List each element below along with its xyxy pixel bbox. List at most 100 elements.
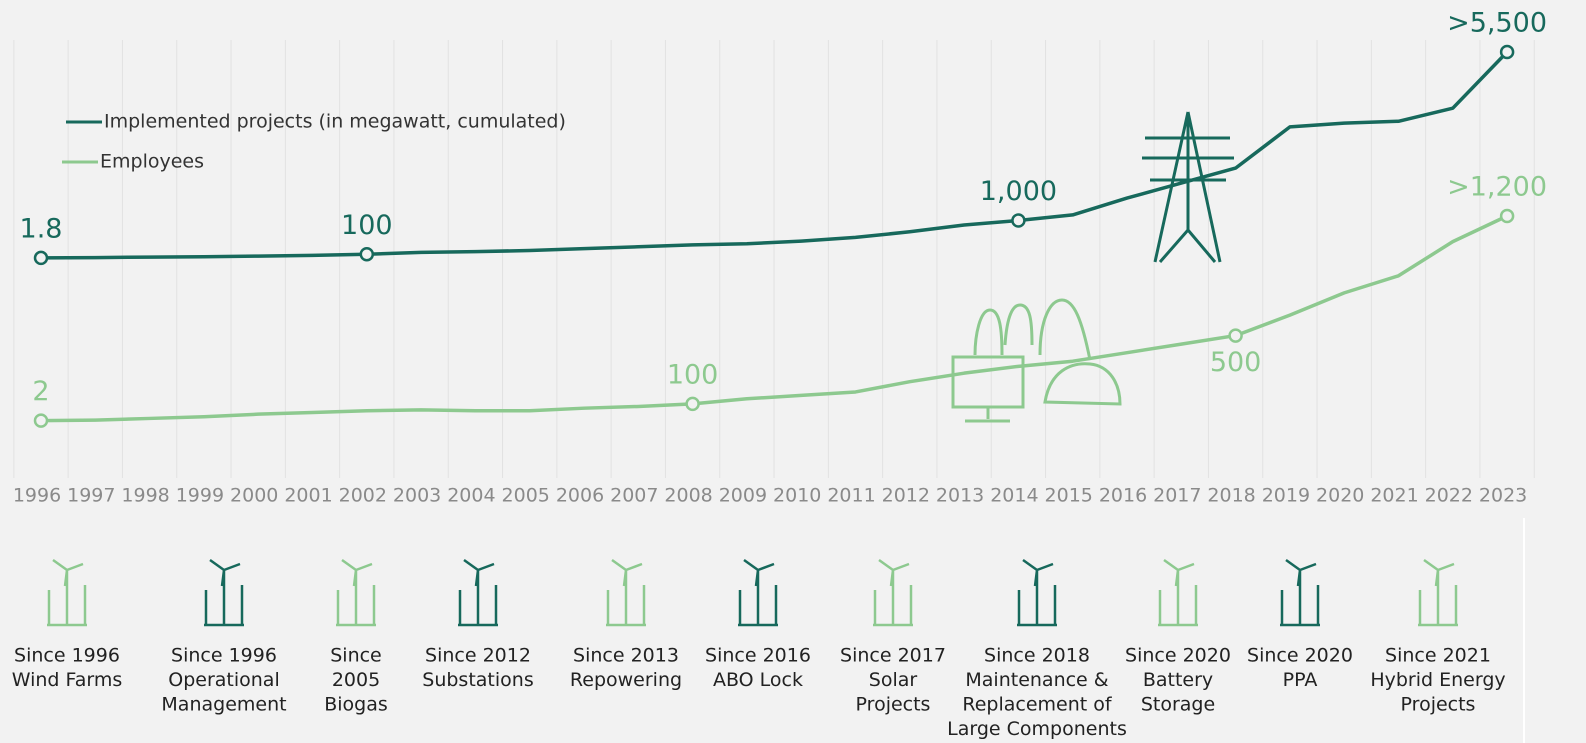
point-marker: [361, 248, 373, 260]
milestone-icon: [1017, 560, 1057, 625]
icon-shape: [873, 560, 913, 625]
milestone-label: Replacement of: [962, 694, 1113, 716]
milestone-label: Operational: [168, 669, 279, 691]
data-label: 1,000: [980, 176, 1057, 207]
milestone-label: Projects: [856, 694, 931, 716]
milestone-label: Substations: [422, 669, 533, 691]
icon-shape: [336, 560, 376, 625]
milestone-label: Repowering: [570, 669, 682, 691]
icon-shape: [458, 560, 498, 625]
milestone-label: Since: [330, 645, 382, 667]
milestone-icon: [458, 560, 498, 625]
x-tick-label: 2002: [339, 485, 387, 507]
milestone-icon: [336, 560, 376, 625]
milestone-label: Since 2013: [573, 645, 679, 667]
x-tick-label: 2009: [719, 485, 767, 507]
milestone-label: Since 2021: [1385, 645, 1491, 667]
x-tick-label: 2012: [882, 485, 930, 507]
milestone-label: 2005: [332, 669, 380, 691]
milestone-label: Storage: [1141, 694, 1215, 716]
x-tick-label: 2005: [502, 485, 550, 507]
milestone-label: ABO Lock: [713, 669, 803, 691]
legend-label: Implemented projects (in megawatt, cumul…: [104, 111, 566, 133]
point-marker: [1012, 215, 1024, 227]
people-icon: [953, 300, 1120, 421]
milestone-label: Since 2020: [1247, 645, 1353, 667]
x-tick-label: 1999: [176, 485, 224, 507]
milestone-label: Large Components: [947, 718, 1127, 740]
milestone-label: PPA: [1283, 669, 1318, 691]
x-tick-label: 2019: [1262, 485, 1310, 507]
x-tick-label: 2008: [664, 485, 712, 507]
data-label: >1,200: [1447, 172, 1547, 203]
milestone-label: Since 2017: [840, 645, 946, 667]
icon-shape: [47, 560, 87, 625]
milestone-label: Management: [161, 694, 286, 716]
x-tick-label: 2010: [773, 485, 821, 507]
icon-shape: [1158, 560, 1198, 625]
x-tick-label: 2013: [936, 485, 984, 507]
point-marker: [1501, 210, 1513, 222]
icon-shape: [1280, 560, 1320, 625]
point-marker: [35, 415, 47, 427]
milestone-icon: [873, 560, 913, 625]
icon-shape: [1017, 560, 1057, 625]
x-tick-label: 1998: [121, 485, 169, 507]
legend-label: Employees: [100, 151, 204, 173]
milestone-label: Since 1996: [14, 645, 120, 667]
data-label: 500: [1210, 347, 1262, 378]
milestone-icon: [1418, 560, 1458, 625]
point-marker: [1230, 330, 1242, 342]
x-tick-label: 2023: [1479, 485, 1527, 507]
point-marker: [687, 398, 699, 410]
milestone-icon: [204, 560, 244, 625]
point-marker: [35, 252, 47, 264]
milestone-label: Wind Farms: [12, 669, 123, 691]
milestone-label: Projects: [1401, 694, 1476, 716]
x-tick-label: 2011: [827, 485, 875, 507]
milestone-label: Hybrid Energy: [1370, 669, 1505, 691]
icon-shape: [1418, 560, 1458, 625]
x-tick-label: 2000: [230, 485, 278, 507]
milestone-icon: [1158, 560, 1198, 625]
x-tick-label: 2004: [447, 485, 495, 507]
x-tick-label: 2007: [610, 485, 658, 507]
milestone-label: Maintenance &: [965, 669, 1108, 691]
x-tick-label: 2020: [1316, 485, 1364, 507]
x-tick-label: 1997: [67, 485, 115, 507]
milestone-label: Since 1996: [171, 645, 277, 667]
data-label: 100: [667, 359, 719, 390]
data-label: 1.8: [20, 213, 63, 244]
x-tick-label: 2006: [556, 485, 604, 507]
x-tick-label: 1996: [13, 485, 61, 507]
data-label: 2: [32, 376, 49, 407]
milestone-icon: [738, 560, 778, 625]
milestone-label: Battery: [1143, 669, 1213, 691]
data-label: 100: [341, 210, 393, 241]
point-marker: [1501, 46, 1513, 58]
icon-shape: [606, 560, 646, 625]
x-tick-label: 2021: [1370, 485, 1418, 507]
milestone-icon: [1280, 560, 1320, 625]
milestone-label: Biogas: [324, 694, 388, 716]
icon-shape: [204, 560, 244, 625]
milestone-label: Solar: [869, 669, 918, 691]
milestone-label: Since 2020: [1125, 645, 1231, 667]
x-tick-label: 2018: [1207, 485, 1255, 507]
milestone-label: Since 2012: [425, 645, 531, 667]
milestone-icon: [606, 560, 646, 625]
pylon-icon: [1142, 112, 1234, 262]
x-tick-label: 2022: [1425, 485, 1473, 507]
icon-shape: [738, 560, 778, 625]
x-tick-label: 2003: [393, 485, 441, 507]
milestone-label: Since 2018: [984, 645, 1090, 667]
x-tick-label: 2017: [1153, 485, 1201, 507]
milestone-label: Since 2016: [705, 645, 811, 667]
chart: 1996 1997 1998 1999 2000 2001 2002 2003 2004 2005…: [0, 0, 1586, 743]
milestone-icon: [47, 560, 87, 625]
data-label: >5,500: [1447, 8, 1547, 39]
x-tick-label: 2001: [284, 485, 332, 507]
x-tick-label: 2014: [990, 485, 1038, 507]
x-tick-label: 2015: [1045, 485, 1093, 507]
x-tick-label: 2016: [1099, 485, 1147, 507]
